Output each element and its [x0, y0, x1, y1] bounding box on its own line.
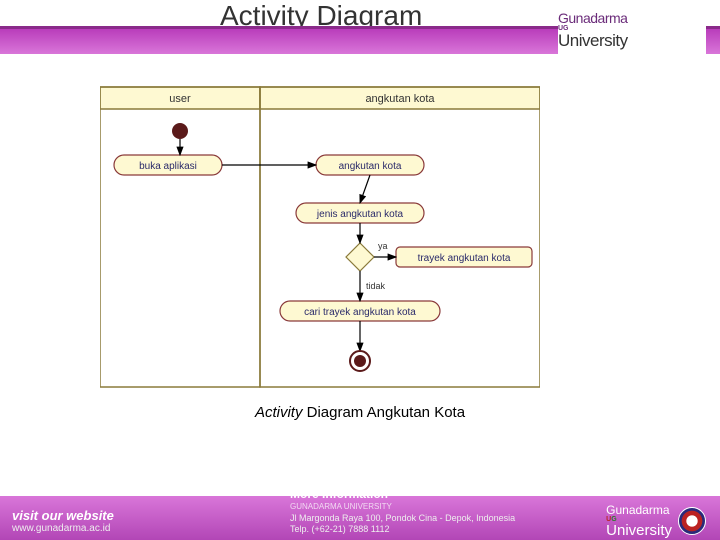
- start-node: [172, 123, 188, 139]
- swimlane-border-angkot: [260, 87, 540, 387]
- edge-angkot-jenis: [360, 175, 370, 203]
- node-angkot-label: angkutan kota: [339, 161, 402, 172]
- footer-uni-word: University: [606, 523, 672, 538]
- address-line: Jl Margonda Raya 100, Pondok Cina - Depo…: [290, 513, 515, 525]
- university-name: Gunadarma: [558, 11, 628, 25]
- swimlane-label-user: user: [169, 93, 191, 105]
- diagram-caption: Activity Diagram Angkutan Kota: [0, 404, 720, 421]
- node-cari-label: cari trayek angkutan kota: [304, 307, 416, 318]
- more-info-label: More Information: [290, 487, 515, 503]
- footer-uni-name: Gunadarma: [606, 504, 672, 516]
- node-buka-label: buka aplikasi: [139, 161, 197, 172]
- node-trayek-label: trayek angkutan kota: [418, 253, 511, 264]
- website-url: www.gunadarma.ac.id: [12, 523, 114, 534]
- university-caps: GUNADARMA UNIVERSITY: [290, 502, 515, 512]
- university-logo-top: Gunadarma UG University: [558, 6, 706, 54]
- node-jenis-label: jenis angkutan kota: [316, 209, 404, 220]
- university-seal-icon: [678, 507, 706, 535]
- footer-info-block: More Information GUNADARMA UNIVERSITY Jl…: [290, 487, 515, 536]
- caption-rest: Diagram Angkutan Kota: [302, 404, 465, 421]
- slide-footer: visit our website www.gunadarma.ac.id Mo…: [0, 486, 720, 540]
- caption-italic: Activity: [255, 404, 303, 421]
- diagram-svg: user angkutan kota buka aplikasi angkuta…: [100, 82, 540, 392]
- swimlane-label-angkot: angkutan kota: [365, 93, 435, 105]
- visit-website-label: visit our website: [12, 508, 114, 523]
- end-node-inner: [354, 355, 366, 367]
- footer-university-logo: Gunadarma UG University: [606, 504, 706, 538]
- university-word: University: [558, 32, 628, 49]
- activity-diagram: user angkutan kota buka aplikasi angkuta…: [100, 82, 540, 392]
- phone-line: Telp. (+62-21) 7888 1112: [290, 524, 515, 536]
- edge-label-ya: ya: [378, 241, 388, 251]
- decision-node: [346, 243, 374, 271]
- slide-header: Activity Diagram Gunadarma UG University: [0, 0, 720, 64]
- footer-visit-block: visit our website www.gunadarma.ac.id: [12, 508, 114, 534]
- edge-label-tidak: tidak: [366, 281, 386, 291]
